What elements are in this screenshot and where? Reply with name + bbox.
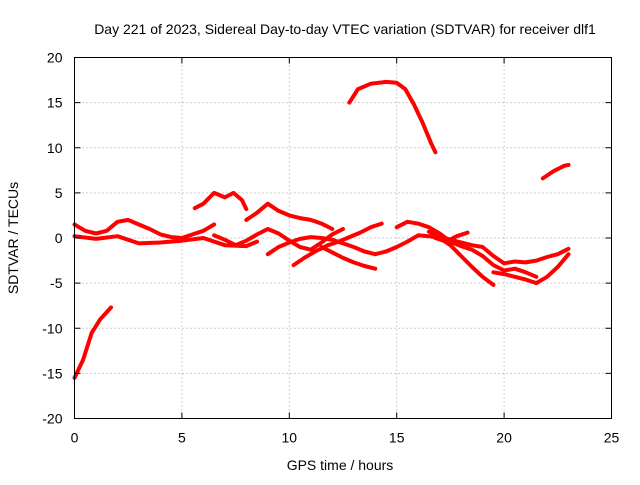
series-arc-6	[192, 190, 249, 212]
y-tick-label: -5	[50, 275, 63, 291]
tick-labels: 0 5 10 15 20 25 -20 -15 -10 -5 0 5 10 15 20	[42, 50, 619, 446]
series-arc-11	[319, 245, 378, 271]
x-tick-label: 20	[496, 430, 512, 446]
series-arc-12	[394, 219, 539, 279]
x-tick-label: 0	[71, 430, 79, 446]
x-tick-label: 25	[604, 430, 620, 446]
axis-ticks	[74, 57, 612, 419]
series-arc-1	[72, 305, 113, 380]
y-tick-label: -15	[42, 365, 62, 381]
series-arc-13	[426, 229, 571, 266]
y-tick-label: 15	[47, 95, 63, 111]
x-tick-label: 15	[389, 430, 405, 446]
series-arc-14	[433, 230, 470, 244]
series-arc-7	[212, 227, 345, 252]
series-arc-2	[347, 79, 438, 155]
y-tick-label: -10	[42, 320, 62, 336]
series-arc-3	[540, 162, 571, 181]
y-axis-title: SDTVAR / TECUs	[5, 182, 21, 294]
y-tick-label: -20	[42, 411, 62, 427]
series-arc-10	[291, 221, 384, 268]
y-tick-label: 0	[55, 230, 63, 246]
series-arc-15	[491, 252, 571, 286]
series-arc-9	[265, 233, 496, 287]
chart-title: Day 221 of 2023, Sidereal Day-to-day VTE…	[94, 21, 596, 37]
x-axis-title: GPS time / hours	[287, 457, 394, 473]
y-tick-label: 5	[55, 185, 63, 201]
x-tick-label: 5	[178, 430, 186, 446]
series-arc-4	[72, 217, 217, 240]
x-tick-label: 10	[282, 430, 298, 446]
series-arc-8	[244, 201, 335, 231]
y-tick-label: 20	[47, 50, 63, 66]
series-group	[72, 79, 571, 380]
y-tick-label: 10	[47, 140, 63, 156]
